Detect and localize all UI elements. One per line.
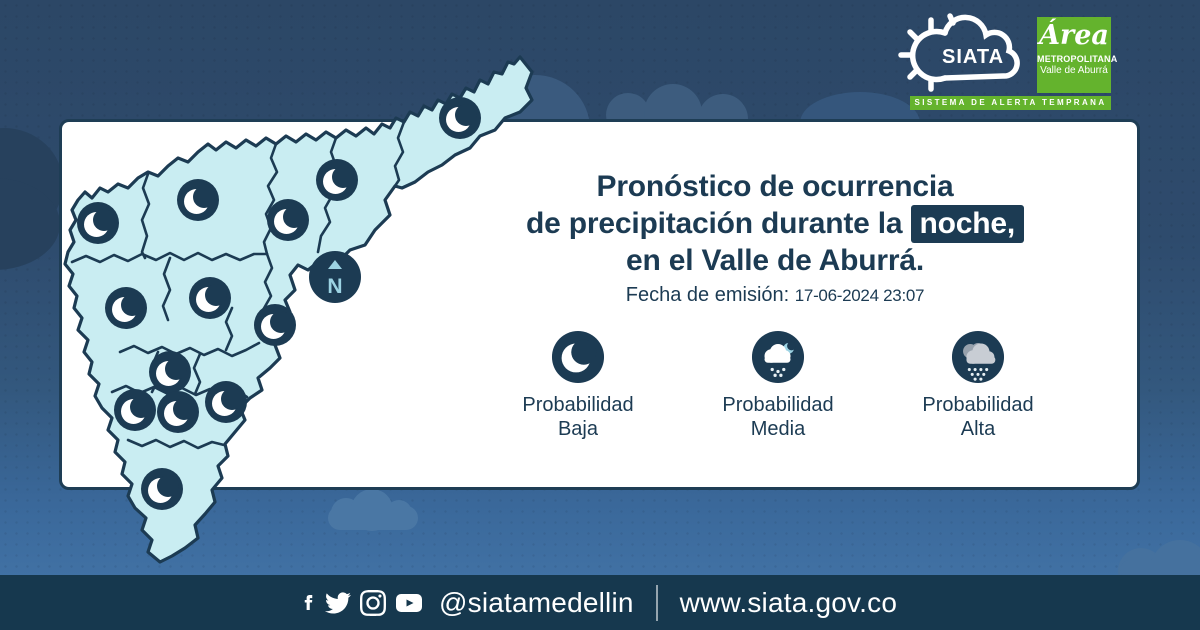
title-line-3: en el Valle de Aburrá. (626, 244, 924, 277)
siata-tagline-bar: SISTEMA DE ALERTA TEMPRANA (910, 96, 1111, 110)
footer-bar: @siatamedellin www.siata.gov.co (0, 575, 1200, 630)
title-line-1: Pronóstico de ocurrencia (596, 170, 954, 203)
legend-sublabel: Alta (960, 418, 996, 440)
legend-item-media: Probabilidad Media (688, 330, 868, 441)
website-link[interactable]: www.siata.gov.co (679, 586, 898, 618)
title-line-2: de precipitación durante la noche, (430, 205, 1120, 243)
emission-label: Fecha de emisión: (625, 284, 790, 306)
svg-text:SIATA: SIATA (942, 46, 1004, 68)
legend-item-alta: Probabilidad Alta (888, 330, 1068, 441)
cloud-rain-icon (951, 330, 1005, 384)
area-logo-script: Área (1039, 20, 1109, 51)
legend-label: Probabilidad (922, 394, 1034, 416)
area-logo-line1: METROPOLITANA (1037, 54, 1118, 64)
twitter-icon[interactable] (325, 590, 351, 616)
probability-legend: Probabilidad Baja Probabilidad (488, 330, 1068, 441)
siata-sun-cloud-icon: SIATA (898, 13, 1020, 92)
background-cloud (328, 506, 418, 530)
social-icons (301, 589, 423, 616)
instagram-icon[interactable] (360, 589, 386, 616)
facebook-icon[interactable] (301, 589, 316, 616)
siata-logo: SIATA (898, 10, 1034, 96)
area-metropolitana-logo: Área METROPOLITANA Valle de Aburrá (1037, 17, 1118, 93)
legend-sublabel: Baja (557, 418, 598, 440)
highlighted-word: noche, (910, 205, 1024, 243)
social-handle[interactable]: @siatamedellin (439, 586, 634, 618)
legend-label: Probabilidad (722, 394, 834, 416)
forecast-title: Pronóstico de ocurrencia de precipitació… (430, 168, 1120, 279)
emission-date: Fecha de emisión: 17-06-2024 23:07 (430, 284, 1120, 307)
cloud-moon-drizzle-icon (751, 330, 805, 384)
area-logo-line2: Valle de Aburrá (1040, 65, 1108, 76)
moon-icon (551, 330, 605, 384)
legend-sublabel: Media (750, 418, 806, 440)
legend-item-baja: Probabilidad Baja (488, 330, 668, 441)
emission-datetime: 17-06-2024 23:07 (794, 286, 925, 305)
legend-label: Probabilidad (522, 394, 634, 416)
youtube-icon[interactable] (395, 591, 423, 615)
footer-divider (655, 584, 658, 621)
